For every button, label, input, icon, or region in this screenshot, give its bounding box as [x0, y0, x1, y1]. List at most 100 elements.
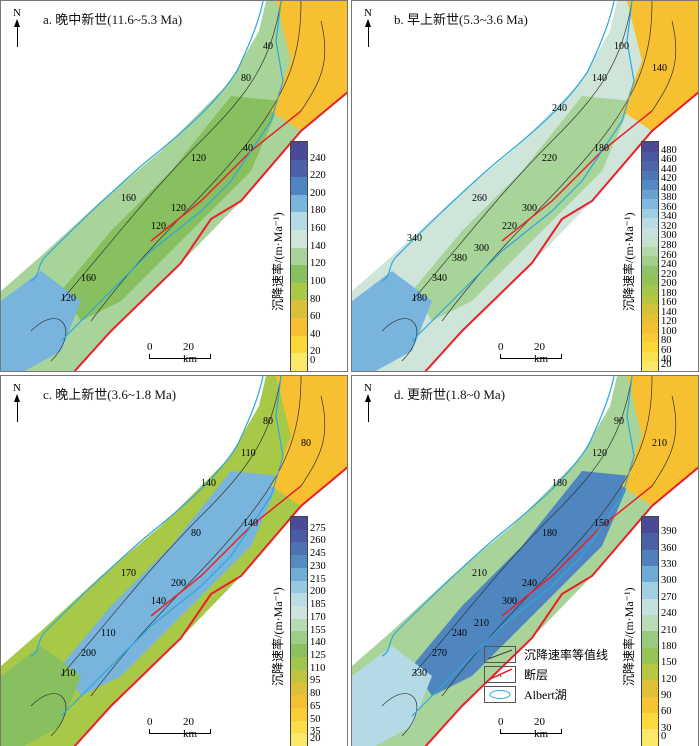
- colorbar-title: 沉降速率/(m·Ma⁻¹): [271, 587, 285, 686]
- colorbar-tick-label: 360: [661, 201, 677, 213]
- contour-label: 120: [191, 153, 206, 164]
- contour-label: 140: [201, 478, 216, 489]
- colorbar-swatch: [642, 284, 658, 295]
- colorbar-swatch: [291, 567, 307, 581]
- colorbar-swatch: [642, 256, 658, 266]
- contour-lines: [381, 376, 677, 737]
- high-rate-zone: [412, 96, 632, 321]
- colorbar-swatch: [642, 199, 658, 209]
- contour-label: 110: [101, 628, 116, 639]
- scale-zero: 0: [498, 341, 504, 353]
- legend-label: 沉降速率等值线: [524, 647, 609, 662]
- colorbar-swatch: [642, 361, 658, 371]
- contour-label: 240: [452, 628, 467, 639]
- colorbar-swatch: [291, 335, 307, 354]
- colorbar-tick-label: 160: [661, 297, 677, 309]
- northeast-zone: [271, 376, 347, 506]
- legend-item-contour: 沉降速率等值线: [484, 644, 608, 664]
- contour-label: 340: [432, 273, 447, 284]
- panel-title: d. 更新世(1.8~0 Ma): [394, 387, 506, 402]
- colorbar-title: 沉降速率/(m·Ma⁻¹): [622, 212, 636, 311]
- colorbar-swatch: [291, 656, 307, 670]
- colorbar-tick-label: 140: [661, 306, 677, 318]
- colorbar-swatch: [291, 733, 307, 746]
- contour-label: 140: [243, 518, 258, 529]
- colorbar-swatch: [642, 313, 658, 324]
- contour-label: 340: [407, 233, 422, 244]
- contour-label: 120: [61, 293, 76, 304]
- fault-line-icon: [484, 665, 516, 683]
- colorbar-swatch: [642, 227, 658, 238]
- colorbar-tick-label: 40: [310, 328, 321, 340]
- north-label: N: [13, 382, 21, 394]
- legend-label: 断层: [524, 667, 549, 682]
- contour-label: 140: [652, 63, 667, 74]
- scale-zero: 0: [147, 341, 153, 353]
- colorbar-swatch: [291, 177, 307, 195]
- colorbar-tick-label: 150: [661, 657, 677, 669]
- colorbar-tick-label: 110: [310, 662, 326, 674]
- colorbar-swatch: [642, 237, 658, 247]
- colorbar-tick-label: 0: [310, 354, 316, 366]
- colorbar-swatch: [291, 300, 307, 319]
- colorbar-swatch: [291, 353, 307, 371]
- colorbar: [290, 141, 308, 371]
- colorbar-swatch: [291, 682, 307, 696]
- colorbar-swatch: [642, 265, 658, 276]
- panel-title: c. 晚上新世(3.6~1.8 Ma): [43, 387, 177, 402]
- colorbar-tick-label: 240: [661, 607, 677, 619]
- contour-lines: [30, 1, 326, 362]
- colorbar-tick-label: 340: [661, 211, 677, 223]
- contour-label: 240: [522, 578, 537, 589]
- colorbar-tick-label: 65: [310, 700, 321, 712]
- colorbar-swatch: [642, 208, 658, 219]
- colorbar-swatch: [291, 580, 307, 594]
- contour-label: 240: [552, 103, 567, 114]
- colorbar-swatch: [642, 631, 658, 648]
- legend-item-lake: Albert湖: [484, 684, 608, 704]
- fault-line: [73, 91, 347, 371]
- southwest-zone: [352, 271, 432, 371]
- colorbar-tick-label: 480: [661, 144, 677, 156]
- contour-label: 150: [594, 518, 609, 529]
- colorbar-swatch: [291, 282, 307, 301]
- subsidence-map: 1001401802202603003402201801402403803003…: [352, 1, 698, 371]
- north-arrow: N: [11, 382, 23, 422]
- legend-label: Albert湖: [524, 687, 567, 702]
- scale-distance: 20 km: [183, 341, 198, 365]
- colorbar-swatch: [291, 631, 307, 645]
- scale-distance: 20 km: [183, 716, 198, 740]
- scale-bar-line: [500, 729, 562, 734]
- colorbar-swatch: [291, 593, 307, 607]
- colorbar-swatch: [291, 618, 307, 632]
- contour-label: 200: [81, 648, 96, 659]
- colorbar-tick-label: 320: [661, 220, 677, 232]
- colorbar-tick-label: 30: [661, 722, 672, 734]
- contour-label: 160: [81, 273, 96, 284]
- colorbar-tick-label: 60: [310, 310, 321, 322]
- colorbar-swatch: [642, 696, 658, 714]
- colorbar-swatch: [291, 212, 307, 231]
- colorbar-tick-label: 0: [661, 730, 667, 742]
- colorbar-swatch: [291, 159, 307, 178]
- colorbar-swatch: [291, 720, 307, 734]
- colorbar-tick-label: 200: [310, 187, 326, 199]
- contour-label: 300: [502, 596, 517, 607]
- colorbar-tick-label: 460: [661, 153, 677, 165]
- colorbar-tick-label: 20: [661, 359, 672, 371]
- colorbar-swatch: [642, 566, 658, 583]
- colorbar: [641, 141, 659, 371]
- colorbar-swatch: [642, 218, 658, 228]
- colorbar-swatch: [642, 294, 658, 305]
- panel-title: a. 晚中新世(11.6~5.3 Ma): [43, 12, 183, 27]
- colorbar-tick-label: 120: [661, 316, 677, 328]
- lake-albert-outline: [381, 376, 635, 717]
- colorbar-swatch: [642, 351, 658, 362]
- colorbar-tick-label: 330: [661, 558, 677, 570]
- colorbar-tick-label: 260: [661, 249, 677, 261]
- colorbar-swatch: [291, 695, 307, 708]
- north-arrow-icon: [364, 394, 371, 422]
- contour-label: 120: [151, 221, 166, 232]
- scale-bar-line: [149, 354, 211, 359]
